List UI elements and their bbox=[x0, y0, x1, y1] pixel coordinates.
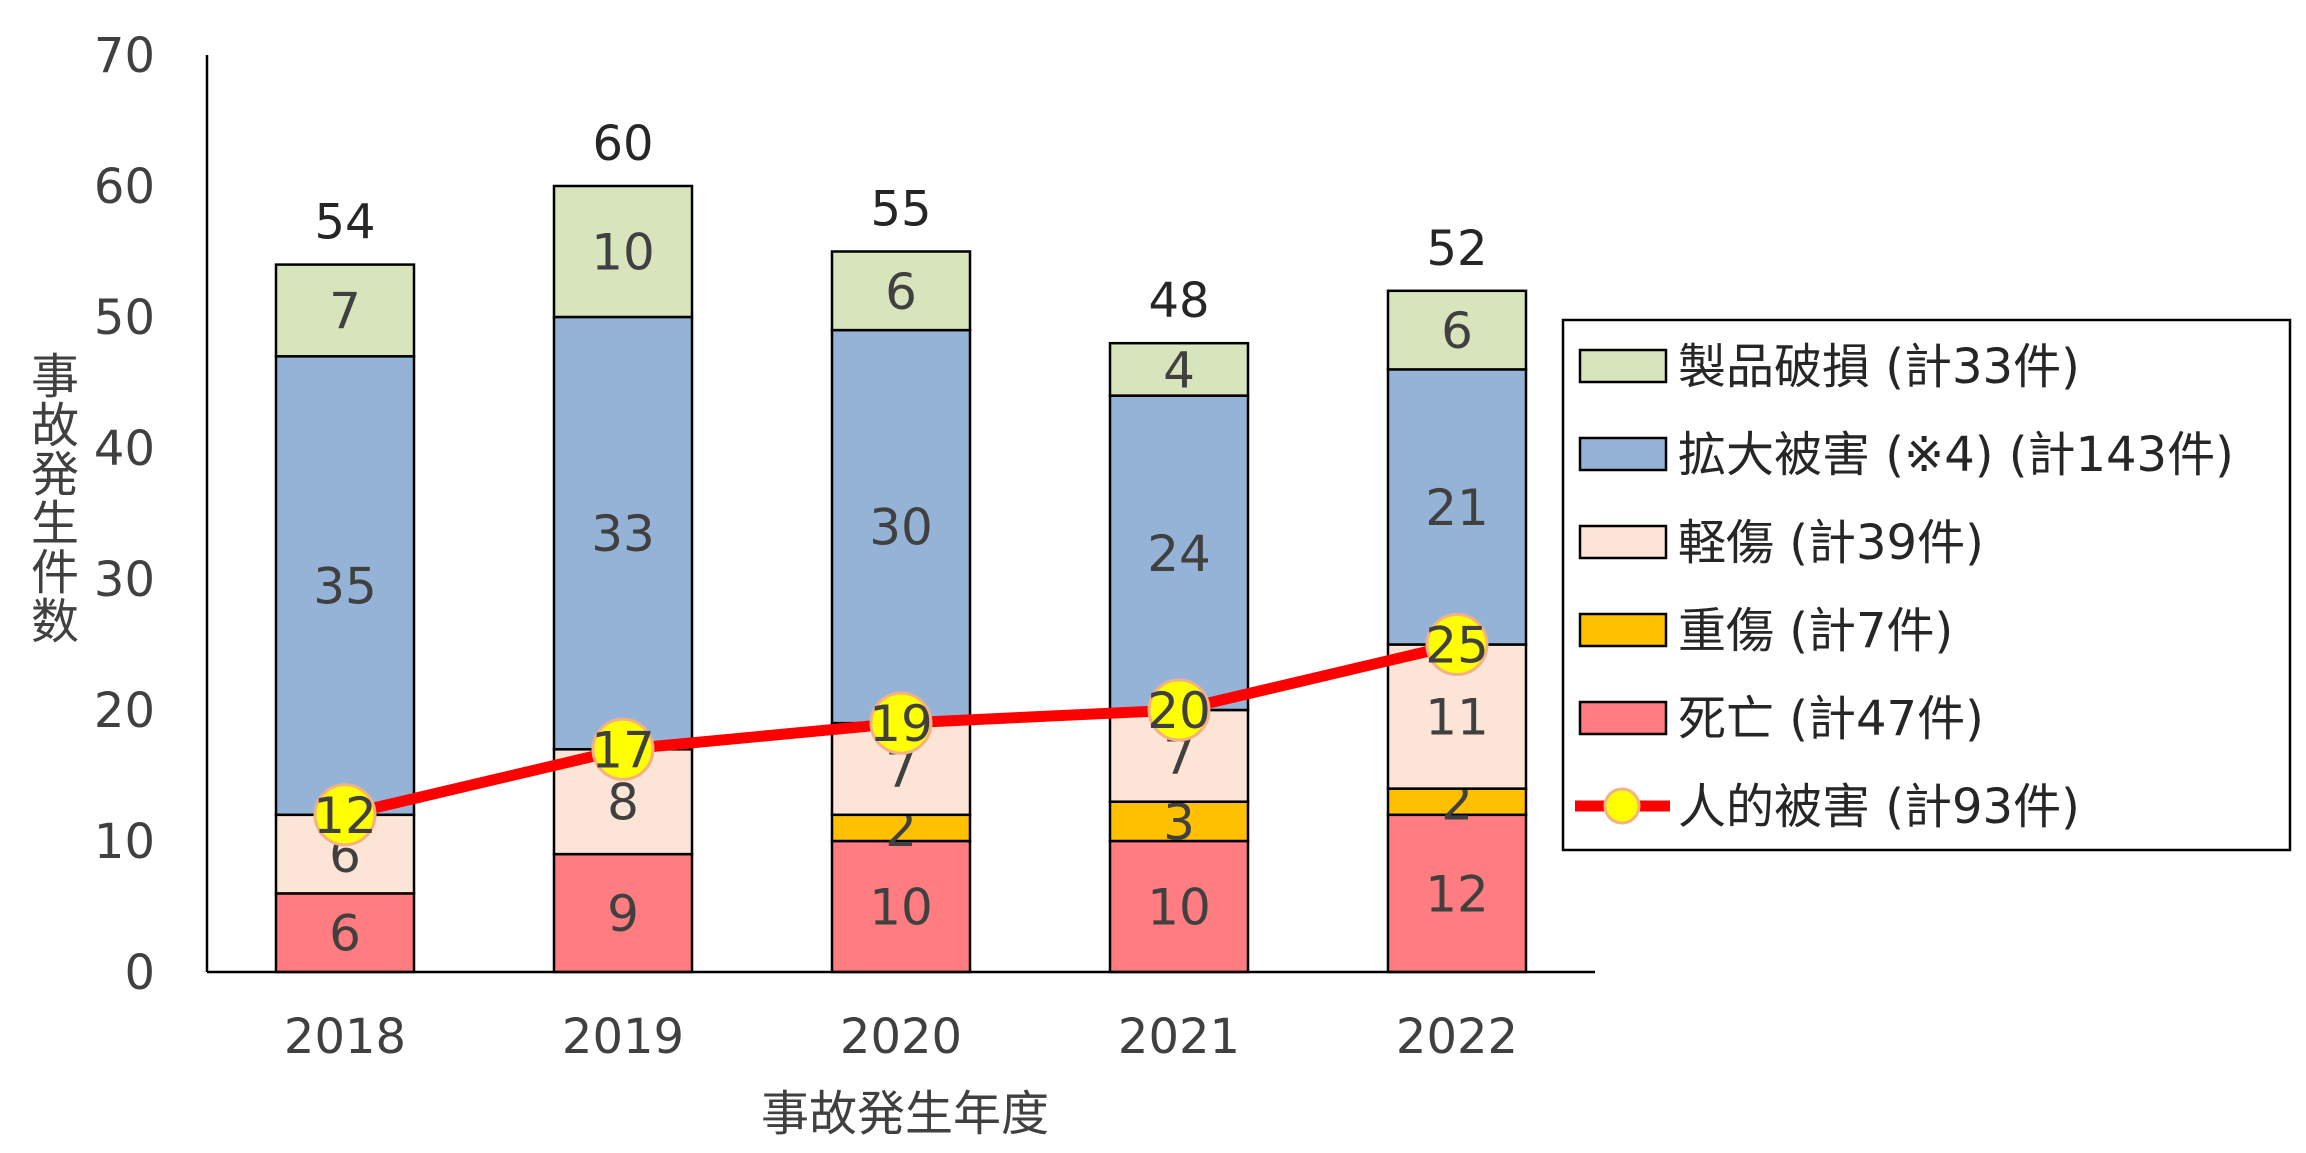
line-point-label: 20 bbox=[1147, 682, 1211, 740]
legend-label: 軽傷 (計39件) bbox=[1678, 515, 1984, 571]
data-label: 10 bbox=[591, 224, 655, 282]
data-label: 6 bbox=[329, 905, 361, 963]
x-tick-label: 2022 bbox=[1396, 1009, 1518, 1065]
x-axis-title: 事故発生年度 bbox=[761, 1086, 1049, 1142]
legend-swatch bbox=[1578, 348, 1668, 384]
y-tick-label: 50 bbox=[94, 290, 155, 346]
legend-swatch bbox=[1578, 524, 1668, 560]
bar-segment-2021-0 bbox=[1108, 839, 1250, 974]
bar-segment-2022-3 bbox=[1386, 368, 1528, 646]
legend-swatch bbox=[1578, 612, 1668, 648]
y-tick-label: 40 bbox=[94, 421, 155, 477]
legend-box bbox=[1561, 318, 2292, 852]
legend-label: 人的被害 (計93件) bbox=[1678, 779, 2080, 835]
y-tick-label: 10 bbox=[94, 814, 155, 870]
line-marker bbox=[1425, 613, 1489, 676]
y-tick-label: 70 bbox=[94, 28, 155, 84]
total-label: 48 bbox=[1148, 273, 1209, 329]
total-label: 55 bbox=[870, 182, 931, 238]
data-label: 8 bbox=[607, 774, 639, 832]
data-label: 35 bbox=[313, 558, 377, 616]
data-label: 10 bbox=[869, 879, 933, 937]
line-marker bbox=[869, 691, 933, 755]
legend: 製品破損 (計33件) 拡大被害 (※4) (計143件) 軽傷 (計39件) 重傷 … bbox=[1561, 318, 2292, 852]
data-label: 6 bbox=[1441, 302, 1473, 360]
x-tick-label: 2018 bbox=[284, 1009, 406, 1065]
bars-layer: 6635754983310601027306551037244481221121… bbox=[274, 116, 1528, 974]
legend-label: 死亡 (計47件) bbox=[1678, 691, 1984, 747]
bar-segment-2019-2 bbox=[552, 748, 694, 856]
line-point-label: 17 bbox=[591, 721, 655, 779]
y-axis-title-char: 故 bbox=[31, 398, 79, 454]
total-label: 60 bbox=[592, 116, 653, 172]
bar-segment-2021-4 bbox=[1108, 341, 1250, 397]
x-tick-label: 2021 bbox=[1118, 1009, 1240, 1065]
bar-segment-2021-1 bbox=[1108, 800, 1250, 843]
y-tick-label: 20 bbox=[94, 683, 155, 739]
bar-segment-2021-3 bbox=[1108, 394, 1250, 712]
bar-segment-2018-4 bbox=[274, 263, 416, 358]
y-tick-label: 0 bbox=[124, 945, 155, 1001]
y-axis-title-char: 事 bbox=[31, 349, 79, 405]
bar-segment-2019-3 bbox=[552, 315, 694, 751]
legend-swatch bbox=[1578, 436, 1668, 472]
bar-segment-2018-0 bbox=[274, 892, 416, 974]
data-label: 21 bbox=[1425, 479, 1489, 537]
bar-segment-2022-4 bbox=[1386, 289, 1528, 371]
total-label: 54 bbox=[314, 195, 375, 251]
line-layer: 12 17 19 20 25 bbox=[313, 613, 1489, 847]
line-point-label: 25 bbox=[1425, 617, 1489, 675]
bar-segment-2019-4 bbox=[552, 184, 694, 319]
data-label: 7 bbox=[329, 282, 361, 340]
data-label: 12 bbox=[1425, 865, 1489, 923]
bar-segment-2018-3 bbox=[274, 355, 416, 817]
legend-label: 重傷 (計7件) bbox=[1678, 603, 1953, 659]
bar-segment-2020-0 bbox=[830, 839, 972, 974]
y-axis-title-char: 件 bbox=[31, 545, 79, 601]
y-tick-label: 60 bbox=[94, 159, 155, 215]
data-label: 30 bbox=[869, 499, 933, 557]
data-label: 10 bbox=[1147, 879, 1211, 937]
line-marker bbox=[1147, 678, 1211, 742]
bar-segment-2020-4 bbox=[830, 250, 972, 332]
total-label: 52 bbox=[1426, 221, 1487, 277]
x-tick-label: 2020 bbox=[840, 1009, 962, 1065]
legend-label: 拡大被害 (※4) (計143件) bbox=[1678, 427, 2234, 483]
bar-segment-2022-1 bbox=[1386, 787, 1528, 817]
data-label: 6 bbox=[885, 263, 917, 321]
y-axis-title-char: 数 bbox=[31, 594, 79, 650]
x-tick-label: 2019 bbox=[562, 1009, 684, 1065]
y-axis-title-char: 生 bbox=[31, 496, 79, 552]
data-label: 9 bbox=[607, 885, 639, 943]
line-point-label: 12 bbox=[313, 787, 377, 845]
legend-marker-swatch bbox=[1603, 787, 1641, 825]
data-label: 11 bbox=[1425, 689, 1489, 747]
line-marker bbox=[313, 783, 377, 847]
y-tick-label: 30 bbox=[94, 552, 155, 608]
data-label: 33 bbox=[591, 505, 655, 563]
line-point-label: 19 bbox=[869, 695, 933, 753]
legend-swatch bbox=[1578, 700, 1668, 736]
data-label: 3 bbox=[1163, 793, 1195, 851]
y-axis-title-char: 発 bbox=[31, 447, 79, 503]
data-label: 4 bbox=[1163, 341, 1195, 399]
line-marker bbox=[591, 717, 655, 781]
bar-segment-2022-0 bbox=[1386, 813, 1528, 974]
data-label: 24 bbox=[1147, 525, 1211, 583]
bar-segment-2020-3 bbox=[830, 328, 972, 725]
legend-label: 製品破損 (計33件) bbox=[1678, 339, 2080, 395]
